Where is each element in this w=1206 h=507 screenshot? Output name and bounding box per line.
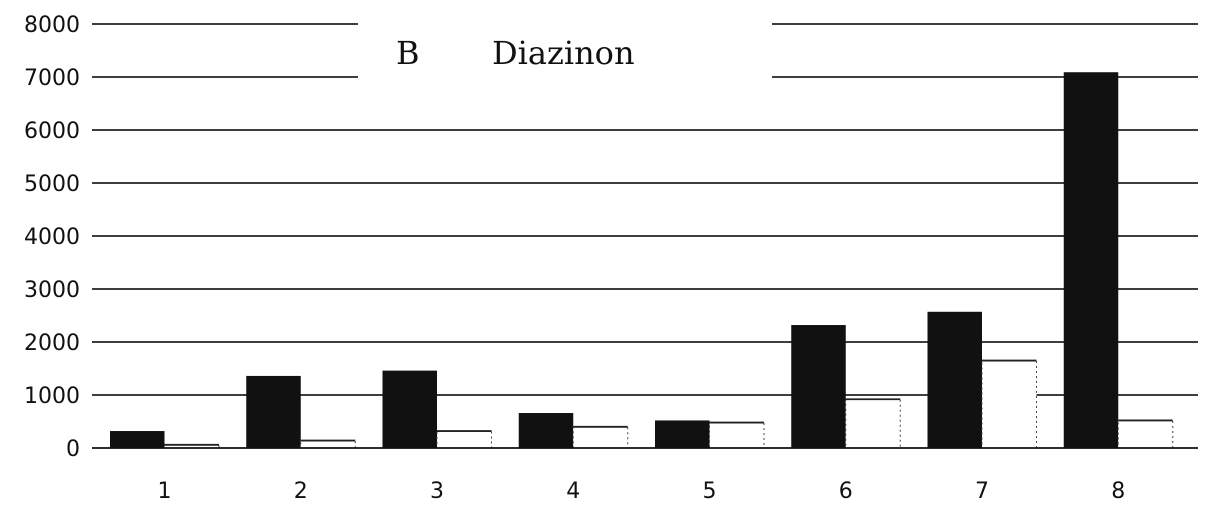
x-tick-label: 7 [975,479,989,504]
y-axis-ticks: 0 1000 2000 3000 4000 5000 6000 7000 8000 [24,13,80,462]
bar-series1-cat-3 [382,370,437,448]
y-tick-label: 2000 [24,331,80,356]
bar-series2-cat-5 [709,422,765,449]
x-tick-label: 1 [158,479,172,504]
bar-series2-cat-1 [164,444,220,449]
y-tick-label: 0 [66,437,80,462]
gridlines [92,23,1198,396]
x-tick-label: 5 [703,479,717,504]
chart-title: Diazinon [492,34,635,72]
y-tick-label: 8000 [24,13,80,38]
bar-series1-cat-7 [927,311,982,448]
x-axis-ticks: 1 2 3 4 5 6 7 8 [158,479,1126,504]
bar-series2-cat-4 [572,426,629,449]
bar-series1-cat-1 [110,431,165,448]
bar-series1-cat-5 [655,420,710,448]
bar-series2-cat-7 [981,360,1037,449]
y-tick-label: 6000 [24,119,80,144]
y-tick-label: 5000 [24,172,80,197]
bar-series1-cat-2 [246,375,301,448]
bars [110,72,1174,449]
x-tick-label: 4 [566,479,580,504]
x-tick-label: 3 [430,479,444,504]
x-tick-label: 8 [1111,479,1125,504]
bar-series2-cat-3 [436,430,492,449]
bar-series2-cat-8 [1117,419,1174,449]
y-tick-label: 4000 [24,225,80,250]
y-tick-label: 1000 [24,384,80,409]
y-tick-label: 3000 [24,278,80,303]
bar-series1-cat-4 [518,413,574,448]
panel-letter: B [396,34,420,72]
y-tick-label: 7000 [24,66,80,91]
bar-series2-cat-2 [300,440,356,449]
bar-series1-cat-6 [791,325,846,448]
x-tick-label: 6 [839,479,853,504]
bar-series2-cat-6 [845,398,901,449]
x-tick-label: 2 [294,479,308,504]
title-background [358,18,772,114]
bar-series1-cat-8 [1063,72,1119,448]
